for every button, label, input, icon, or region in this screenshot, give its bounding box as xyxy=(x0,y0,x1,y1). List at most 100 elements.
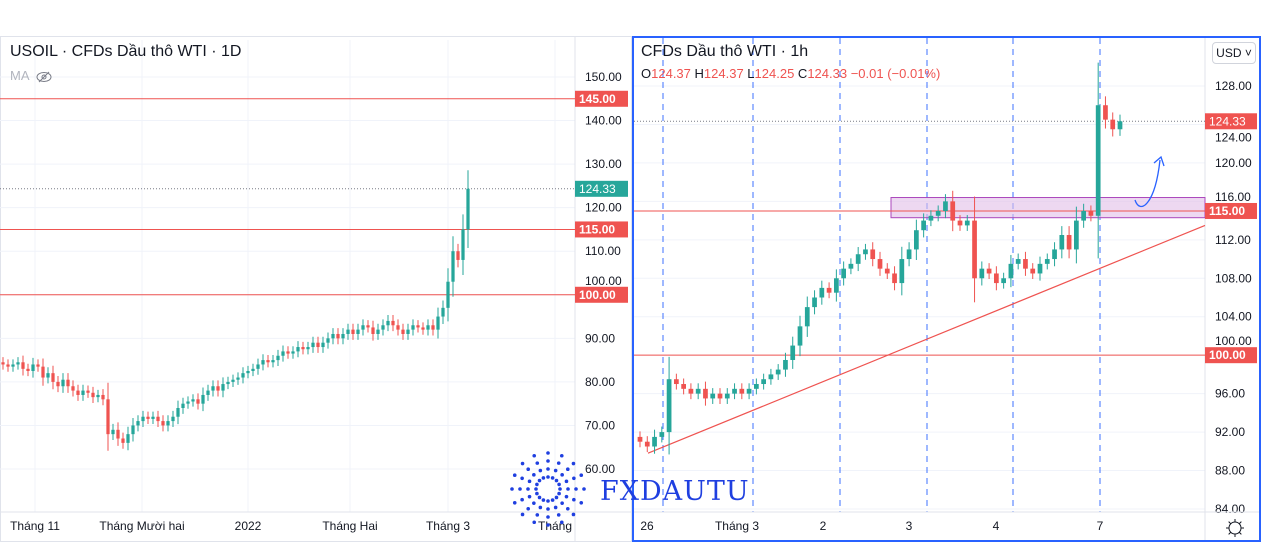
level-price-tag xyxy=(575,221,628,238)
close-label: C xyxy=(797,66,808,81)
candle xyxy=(26,368,30,371)
candle xyxy=(96,394,100,398)
candle xyxy=(855,254,861,264)
y-tick-label: 100.00 xyxy=(585,274,622,288)
candle xyxy=(986,268,992,274)
candle xyxy=(1030,268,1036,274)
candle xyxy=(819,287,825,298)
candle xyxy=(236,377,240,380)
candle xyxy=(166,421,170,426)
watermark-logo-icon xyxy=(510,451,586,527)
y-tick-label: 104.00 xyxy=(1215,310,1252,324)
candle xyxy=(81,390,85,395)
candle xyxy=(36,364,40,367)
candle xyxy=(381,325,385,330)
candle xyxy=(935,210,941,216)
candle xyxy=(316,342,320,348)
candle xyxy=(51,373,55,382)
currency-dropdown[interactable]: USD ˅ xyxy=(1212,42,1256,64)
gear-icon[interactable] xyxy=(1226,519,1244,537)
candle xyxy=(76,390,80,395)
y-tick-label: 130.00 xyxy=(585,157,622,171)
candle xyxy=(191,399,195,402)
candle xyxy=(321,342,325,348)
ma-label: MA xyxy=(10,68,29,83)
candle xyxy=(266,360,270,363)
candle xyxy=(775,369,781,375)
trendline[interactable] xyxy=(647,224,1206,454)
candle xyxy=(456,251,460,260)
candle xyxy=(11,364,15,367)
candle xyxy=(346,329,350,334)
candle xyxy=(950,201,956,221)
currency-label: USD xyxy=(1216,46,1242,60)
candle xyxy=(256,364,260,369)
level-price-tag xyxy=(575,286,628,303)
left-chart-title: USOIL · CFDs Dầu thô WTI · 1D xyxy=(10,43,242,60)
candle xyxy=(957,220,963,226)
candle xyxy=(834,278,839,293)
candle xyxy=(637,436,643,442)
candle xyxy=(732,388,737,394)
y-tick-label: 60.00 xyxy=(585,462,615,476)
candle xyxy=(146,416,150,419)
x-tick-label: 7 xyxy=(1097,519,1104,533)
candle xyxy=(710,393,716,399)
candle xyxy=(311,342,315,348)
high-value: 124.37 xyxy=(703,66,744,81)
candle xyxy=(391,320,395,326)
y-tick-label: 116.00 xyxy=(1215,190,1251,204)
candle xyxy=(286,351,290,354)
candle xyxy=(739,388,745,394)
level-price-tag xyxy=(575,90,628,107)
candle xyxy=(181,403,185,409)
candle xyxy=(754,384,759,389)
arrow-head-icon xyxy=(1153,155,1165,167)
candle xyxy=(1044,259,1050,264)
y-tick-label: 150.00 xyxy=(585,70,622,84)
candle xyxy=(196,399,200,404)
candle xyxy=(6,364,10,367)
candle xyxy=(416,325,420,328)
last-price-label: 124.33 xyxy=(579,182,616,196)
candle xyxy=(101,394,105,400)
candle xyxy=(659,432,665,437)
ma-indicator[interactable]: MA xyxy=(10,68,52,83)
candle xyxy=(644,441,650,447)
candle xyxy=(426,325,430,330)
candle xyxy=(356,329,360,334)
candle xyxy=(241,373,245,378)
candle xyxy=(231,379,235,382)
level-price-label: 115.00 xyxy=(1209,204,1245,218)
y-tick-label: 112.00 xyxy=(1215,233,1251,247)
ohlc-legend: O124.37 H124.37 L124.25 C124.33 −0.01 (−… xyxy=(641,66,940,81)
y-tick-label: 124.00 xyxy=(1215,130,1252,144)
candle xyxy=(216,386,220,391)
candle xyxy=(461,229,465,260)
candle xyxy=(972,220,977,279)
candle xyxy=(761,379,766,385)
candle xyxy=(674,379,679,385)
candle xyxy=(1052,249,1057,260)
forecast-arrow[interactable] xyxy=(1134,159,1161,207)
candle xyxy=(1059,235,1065,250)
y-tick-label: 120.00 xyxy=(585,201,622,215)
candle xyxy=(411,325,415,330)
candle xyxy=(186,401,190,404)
x-tick-label: Tháng Mười hai xyxy=(99,519,184,533)
candle xyxy=(863,249,868,255)
x-tick-label: 4 xyxy=(993,519,1000,533)
x-tick-label: 26 xyxy=(640,519,654,533)
y-tick-label: 96.00 xyxy=(1215,387,1245,401)
y-tick-label: 120.00 xyxy=(1215,156,1252,170)
candle xyxy=(1001,278,1006,284)
candle xyxy=(899,259,905,284)
level-price-tag xyxy=(1205,347,1257,364)
candle xyxy=(171,416,175,422)
candle xyxy=(161,421,165,426)
eye-crossed-icon[interactable] xyxy=(36,71,52,83)
change-value: −0.01 (−0.01%) xyxy=(850,66,941,81)
candle xyxy=(928,215,934,221)
candle xyxy=(156,416,160,422)
